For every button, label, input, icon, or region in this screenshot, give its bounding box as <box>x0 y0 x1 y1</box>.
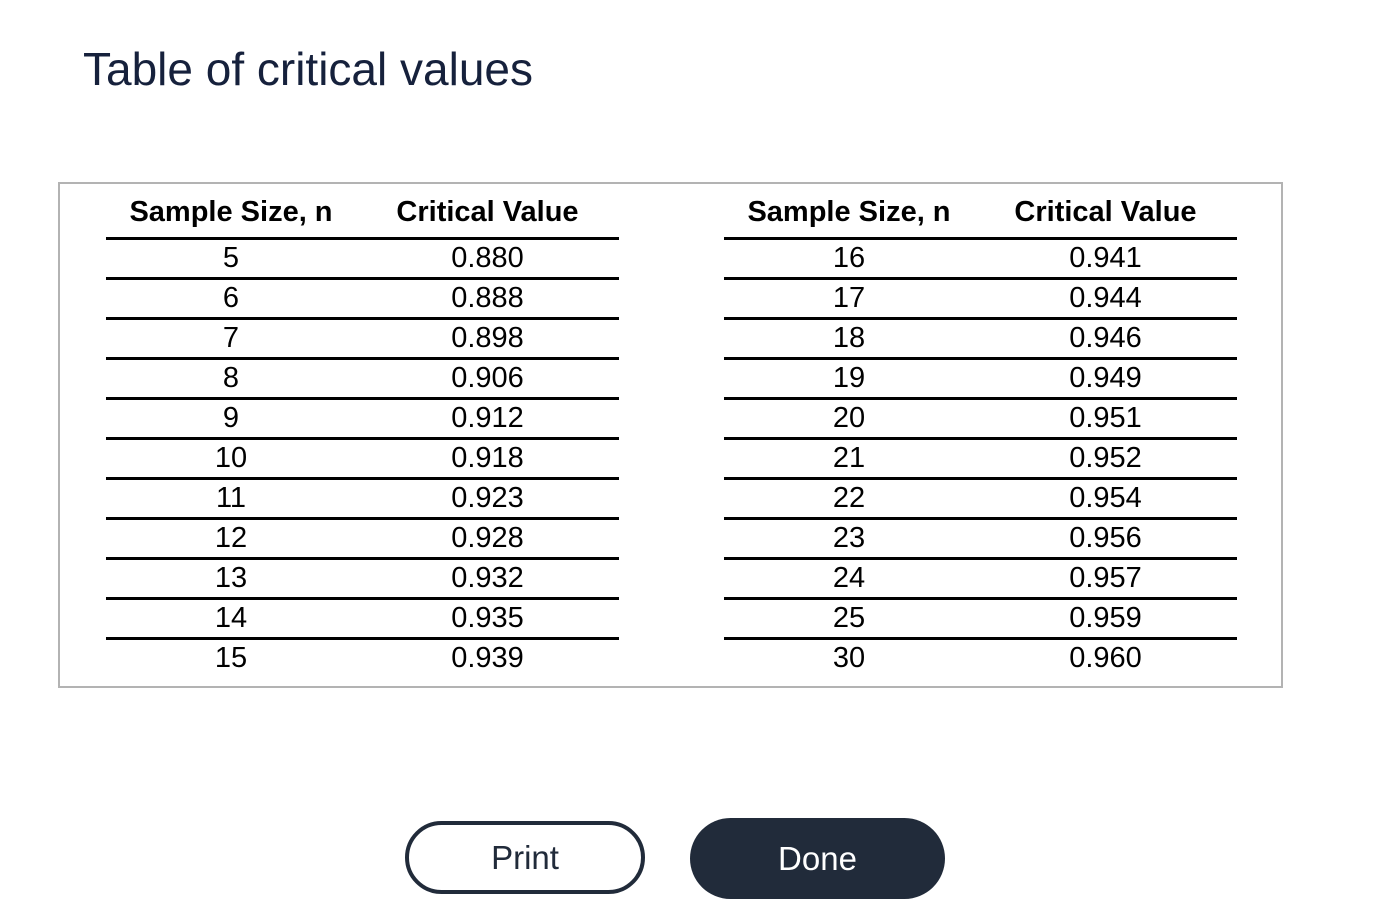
table-row: 19 0.949 <box>724 358 1237 400</box>
table-cell: 0.912 <box>356 398 619 440</box>
table-cell: 10 <box>106 438 356 480</box>
table-cell: 5 <box>106 238 356 280</box>
table-row: 8 0.906 <box>106 358 619 400</box>
column-header-critical-value: Critical Value <box>974 196 1237 240</box>
page-title: Table of critical values <box>83 43 533 95</box>
table-row: 16 0.941 <box>724 238 1237 280</box>
table-row: 25 0.959 <box>724 598 1237 640</box>
table-cell: 20 <box>724 398 974 440</box>
table-row: 6 0.888 <box>106 278 619 320</box>
table-row: 22 0.954 <box>724 478 1237 520</box>
table-cell: 0.939 <box>451 642 524 674</box>
column-header-critical-value: Critical Value <box>356 196 619 240</box>
table-row: 10 0.918 <box>106 438 619 480</box>
table-cell: 14 <box>106 598 356 640</box>
table-cell: 7 <box>106 318 356 360</box>
table-cell: 0.960 <box>1069 642 1142 674</box>
table-cell: 11 <box>106 478 356 520</box>
table-cell: 0.949 <box>974 358 1237 400</box>
table-row: 20 0.951 <box>724 398 1237 440</box>
table-cell: 0.898 <box>356 318 619 360</box>
table-row: 11 0.923 <box>106 478 619 520</box>
table-cell: 8 <box>106 358 356 400</box>
table-cell: 16 <box>724 238 974 280</box>
column-header-sample-size: Sample Size, n <box>106 196 356 240</box>
table-cell: 0.880 <box>356 238 619 280</box>
table-cell: 22 <box>724 478 974 520</box>
table-cell: 19 <box>724 358 974 400</box>
table-cell: 21 <box>724 438 974 480</box>
table-cell: 0.935 <box>356 598 619 640</box>
table-row: 17 0.944 <box>724 278 1237 320</box>
table-cell: 0.954 <box>974 478 1237 520</box>
table-cell: 0.906 <box>356 358 619 400</box>
table-cell: 0.932 <box>356 558 619 600</box>
table-row: 12 0.928 <box>106 518 619 560</box>
table-cell: 0.959 <box>974 598 1237 640</box>
table-cell: 0.941 <box>974 238 1237 280</box>
table-cell: 0.951 <box>974 398 1237 440</box>
critical-values-table-left: Sample Size, n Critical Value 5 0.880 6 0.8… <box>106 196 619 677</box>
table-cell: 17 <box>724 278 974 320</box>
table-cell: 0.952 <box>974 438 1237 480</box>
table-cell: 30 <box>832 642 866 674</box>
table-row: 7 0.898 <box>106 318 619 360</box>
done-button[interactable]: Done <box>690 818 945 899</box>
table-cell: 0.957 <box>974 558 1237 600</box>
table-header-row: Sample Size, n Critical Value <box>106 196 619 240</box>
table-cell: 0.918 <box>356 438 619 480</box>
table-cell: 9 <box>106 398 356 440</box>
table-row: 13 0.932 <box>106 558 619 600</box>
table-cell: 24 <box>724 558 974 600</box>
table-cell: 6 <box>106 278 356 320</box>
table-cell: 0.928 <box>356 518 619 560</box>
table-cell: 12 <box>106 518 356 560</box>
critical-values-panel: Sample Size, n Critical Value 5 0.880 6 0.8… <box>58 182 1283 688</box>
column-header-sample-size: Sample Size, n <box>724 196 974 240</box>
table-cell: 13 <box>106 558 356 600</box>
table-cell: 18 <box>724 318 974 360</box>
critical-values-table-right: Sample Size, n Critical Value 16 0.941 17 0… <box>724 196 1237 677</box>
table-row: 24 0.957 <box>724 558 1237 600</box>
table-cell: 0.946 <box>974 318 1237 360</box>
table-cell: 23 <box>724 518 974 560</box>
table-cell: 15 <box>214 642 248 674</box>
table-cell: 25 <box>724 598 974 640</box>
table-cell: 0.923 <box>356 478 619 520</box>
table-row: 21 0.952 <box>724 438 1237 480</box>
table-cell: 0.944 <box>974 278 1237 320</box>
table-cell: 0.956 <box>974 518 1237 560</box>
table-row: 5 0.880 <box>106 238 619 280</box>
table-cell: 0.888 <box>356 278 619 320</box>
table-header-row: Sample Size, n Critical Value <box>724 196 1237 240</box>
table-row: 23 0.956 <box>724 518 1237 560</box>
table-row: 30 0.960 <box>724 639 1237 678</box>
table-row: 9 0.912 <box>106 398 619 440</box>
table-row: 15 0.939 <box>106 639 619 678</box>
table-row: 14 0.935 <box>106 598 619 640</box>
table-row: 18 0.946 <box>724 318 1237 360</box>
print-button[interactable]: Print <box>405 821 645 894</box>
